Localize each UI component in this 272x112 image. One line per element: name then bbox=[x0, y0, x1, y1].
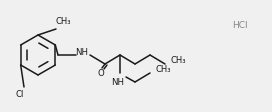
Text: Cl: Cl bbox=[16, 90, 24, 99]
Text: CH₃: CH₃ bbox=[170, 56, 186, 65]
Text: HCl: HCl bbox=[232, 20, 248, 29]
Text: CH₃: CH₃ bbox=[55, 17, 71, 26]
Text: O: O bbox=[98, 68, 104, 77]
Text: NH: NH bbox=[112, 78, 125, 87]
Text: NH: NH bbox=[76, 48, 88, 57]
Text: CH₃: CH₃ bbox=[155, 65, 171, 74]
